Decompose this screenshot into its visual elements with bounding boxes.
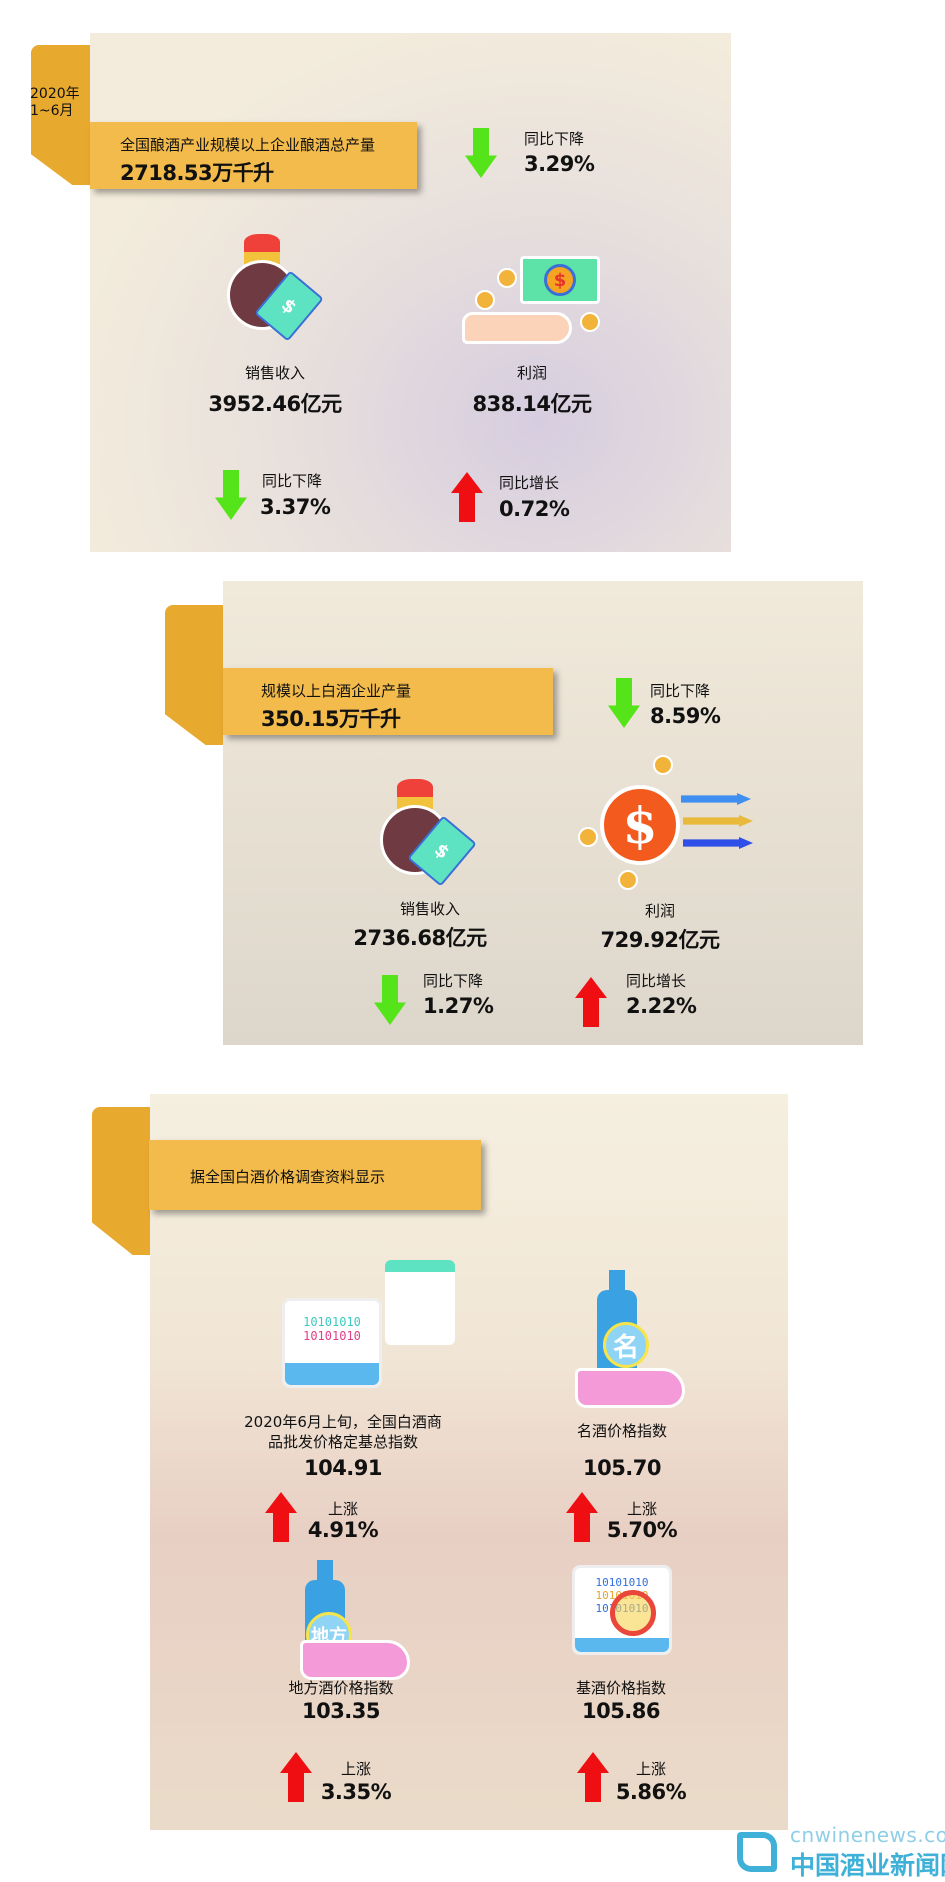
label-line: 2020年6月上旬，全国白酒商 — [244, 1413, 442, 1431]
change-value: 4.91% — [307, 1518, 379, 1542]
section3-banner: 据全国白酒价格调查资料显示 — [149, 1140, 481, 1210]
profit-label: 利润 — [516, 364, 548, 382]
revenue-value: 3952.46亿元 — [208, 392, 342, 416]
section2-panel — [223, 581, 863, 1045]
monitor-text: 10101010 — [303, 1315, 361, 1329]
item-label: 2020年6月上旬，全国白酒商 品批发价格定基总指数 — [244, 1412, 442, 1452]
profit-change-label: 同比增长 — [626, 972, 687, 990]
monitor-text: 10101010 — [303, 1329, 361, 1343]
change-label: 上涨 — [340, 1760, 372, 1778]
section1-banner: 全国酿酒产业规模以上企业酿酒总产量 2718.53万千升 — [90, 122, 417, 189]
label-line: 品批发价格定基总指数 — [267, 1433, 418, 1451]
watermark-name: 中国酒业新闻网 — [790, 1851, 945, 1880]
item-value: 104.91 — [303, 1456, 383, 1480]
item-label: 基酒价格指数 — [575, 1679, 667, 1697]
profit-change-value: 0.72% — [499, 497, 570, 521]
revenue-value: 2736.68亿元 — [353, 926, 487, 950]
profit-value: 729.92亿元 — [600, 928, 720, 952]
badge-text: 名 — [603, 1322, 649, 1368]
period-label: 2020年 1~6月 — [30, 86, 80, 120]
section3-panel — [150, 1094, 788, 1830]
cnwinenews-logo-icon — [737, 1832, 777, 1872]
watermark-domain: cnwinenews.com — [790, 1823, 945, 1847]
item-value: 103.35 — [301, 1699, 381, 1723]
banner-title: 规模以上白酒企业产量 — [261, 682, 412, 700]
section2-tab — [165, 605, 223, 745]
period-year: 2020年 — [30, 86, 80, 102]
revenue-change-label: 同比下降 — [262, 472, 323, 490]
revenue-change-label: 同比下降 — [423, 972, 484, 990]
change-value: 5.86% — [615, 1780, 687, 1804]
revenue-change-value: 3.37% — [260, 495, 331, 519]
banner-title: 全国酿酒产业规模以上企业酿酒总产量 — [120, 136, 376, 154]
section3-tab — [92, 1107, 150, 1255]
section1-panel — [90, 33, 731, 552]
change-label: 上涨 — [626, 1500, 658, 1518]
banner-value: 2718.53万千升 — [120, 161, 274, 185]
revenue-label: 销售收入 — [244, 364, 306, 382]
change-label: 上涨 — [635, 1760, 667, 1778]
output-change-value: 3.29% — [524, 152, 595, 176]
output-change-value: 8.59% — [650, 704, 721, 728]
money-bag-icon: $ — [222, 230, 324, 342]
item-value: 105.86 — [581, 1699, 661, 1723]
item-label: 名酒价格指数 — [576, 1422, 668, 1440]
profit-change-label: 同比增长 — [499, 474, 560, 492]
item-label: 地方酒价格指数 — [288, 1679, 394, 1697]
banner-title: 据全国白酒价格调查资料显示 — [190, 1168, 386, 1186]
banner-value: 350.15万千升 — [261, 707, 401, 731]
period-months: 1~6月 — [30, 103, 74, 119]
section2-banner: 规模以上白酒企业产量 350.15万千升 — [223, 668, 553, 735]
revenue-label: 销售收入 — [399, 900, 461, 918]
change-label: 上涨 — [327, 1500, 359, 1518]
profit-change-value: 2.22% — [626, 994, 697, 1018]
monitor-text: 10101010 — [595, 1576, 649, 1589]
output-change-label: 同比下降 — [650, 682, 711, 700]
change-value: 3.35% — [320, 1780, 392, 1804]
profit-value: 838.14亿元 — [472, 392, 592, 416]
revenue-change-value: 1.27% — [423, 994, 494, 1018]
money-bag-icon: $ — [375, 775, 477, 887]
profit-label: 利润 — [644, 902, 676, 920]
change-value: 5.70% — [606, 1518, 678, 1542]
output-change-label: 同比下降 — [524, 130, 585, 148]
item-value: 105.70 — [582, 1456, 662, 1480]
